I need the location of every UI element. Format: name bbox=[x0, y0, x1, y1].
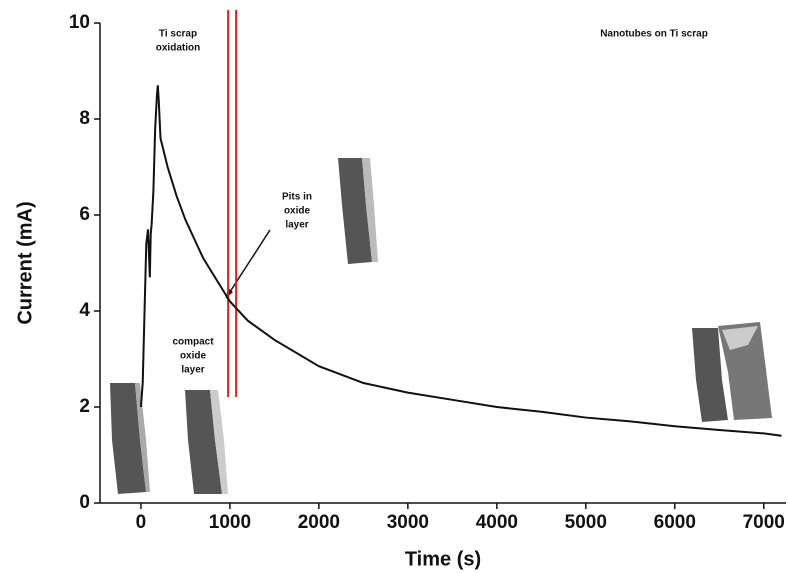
annotation: layer bbox=[285, 220, 308, 231]
y-tick-label: 0 bbox=[79, 492, 90, 513]
data-line bbox=[139, 85, 782, 437]
y-tick-label: 6 bbox=[79, 204, 90, 225]
annotation-arrow bbox=[225, 229, 271, 299]
annotation: oxidation bbox=[156, 43, 200, 54]
illustration bbox=[110, 158, 772, 494]
x-tick-label: 2000 bbox=[298, 512, 340, 533]
annotation: oxide bbox=[180, 351, 207, 362]
x-tick-label: 7000 bbox=[743, 512, 785, 533]
x-tick-label: 0 bbox=[136, 512, 147, 533]
annotation: layer bbox=[181, 365, 204, 376]
annotation: Nanotubes on Ti scrap bbox=[600, 29, 708, 40]
x-axis-title: Time (s) bbox=[405, 548, 481, 570]
x-tick-label: 3000 bbox=[387, 512, 429, 533]
annotation: compact bbox=[172, 337, 214, 348]
x-tick-label: 6000 bbox=[654, 512, 696, 533]
y-axis-title: Current (mA) bbox=[14, 201, 36, 324]
annotation: Pits in bbox=[282, 192, 312, 203]
y-tick-label: 10 bbox=[69, 12, 90, 33]
y-tick-label: 2 bbox=[79, 396, 90, 417]
x-tick-label: 4000 bbox=[476, 512, 518, 533]
annotation: oxide bbox=[284, 206, 311, 217]
x-tick-label: 5000 bbox=[565, 512, 607, 533]
y-tick-label: 4 bbox=[79, 300, 90, 321]
y-tick-label: 8 bbox=[79, 108, 90, 129]
annotation: Ti scrap bbox=[159, 29, 197, 40]
x-tick-label: 1000 bbox=[209, 512, 251, 533]
